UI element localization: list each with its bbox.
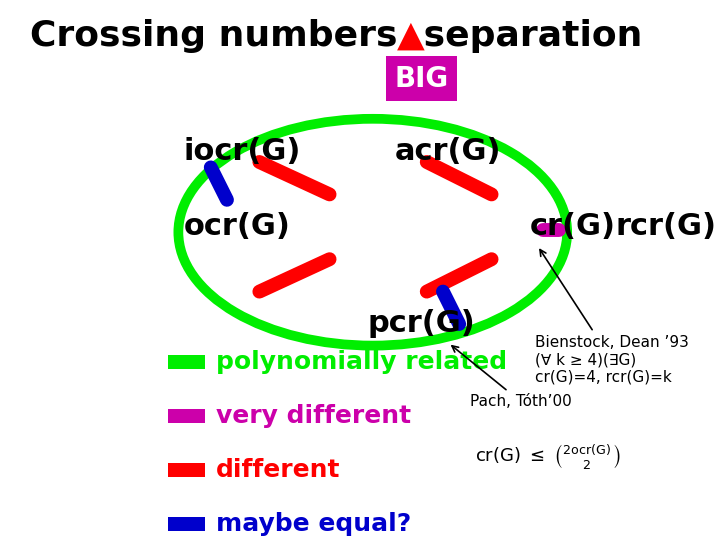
Text: different: different: [216, 458, 341, 482]
Text: rcr(G): rcr(G): [616, 212, 717, 241]
FancyBboxPatch shape: [168, 463, 205, 476]
Text: very different: very different: [216, 404, 411, 428]
Text: separation: separation: [410, 19, 642, 53]
FancyBboxPatch shape: [168, 355, 205, 368]
Text: acr(G): acr(G): [395, 137, 501, 166]
Text: Crossing numbers: Crossing numbers: [30, 19, 410, 53]
Text: iocr(G): iocr(G): [184, 137, 301, 166]
Text: BIG: BIG: [395, 65, 449, 93]
Text: maybe equal?: maybe equal?: [216, 512, 411, 536]
Text: pcr(G): pcr(G): [367, 309, 475, 339]
Text: Pach, Tóth’00: Pach, Tóth’00: [452, 346, 572, 409]
Text: cr(G): cr(G): [529, 212, 616, 241]
Text: polynomially related: polynomially related: [216, 350, 508, 374]
FancyBboxPatch shape: [168, 409, 205, 422]
FancyBboxPatch shape: [168, 517, 205, 530]
Text: Bienstock, Dean ’93
(∀ k ≥ 4)(∃G)
cr(G)=4, rcr(G)=k: Bienstock, Dean ’93 (∀ k ≥ 4)(∃G) cr(G)=…: [535, 249, 688, 384]
Text: ocr(G): ocr(G): [184, 212, 291, 241]
Text: ▲: ▲: [397, 19, 424, 53]
Text: cr(G) $\leq$ $\binom{2\mathrm{ocr(G)}}{2}$: cr(G) $\leq$ $\binom{2\mathrm{ocr(G)}}{2…: [475, 443, 621, 472]
